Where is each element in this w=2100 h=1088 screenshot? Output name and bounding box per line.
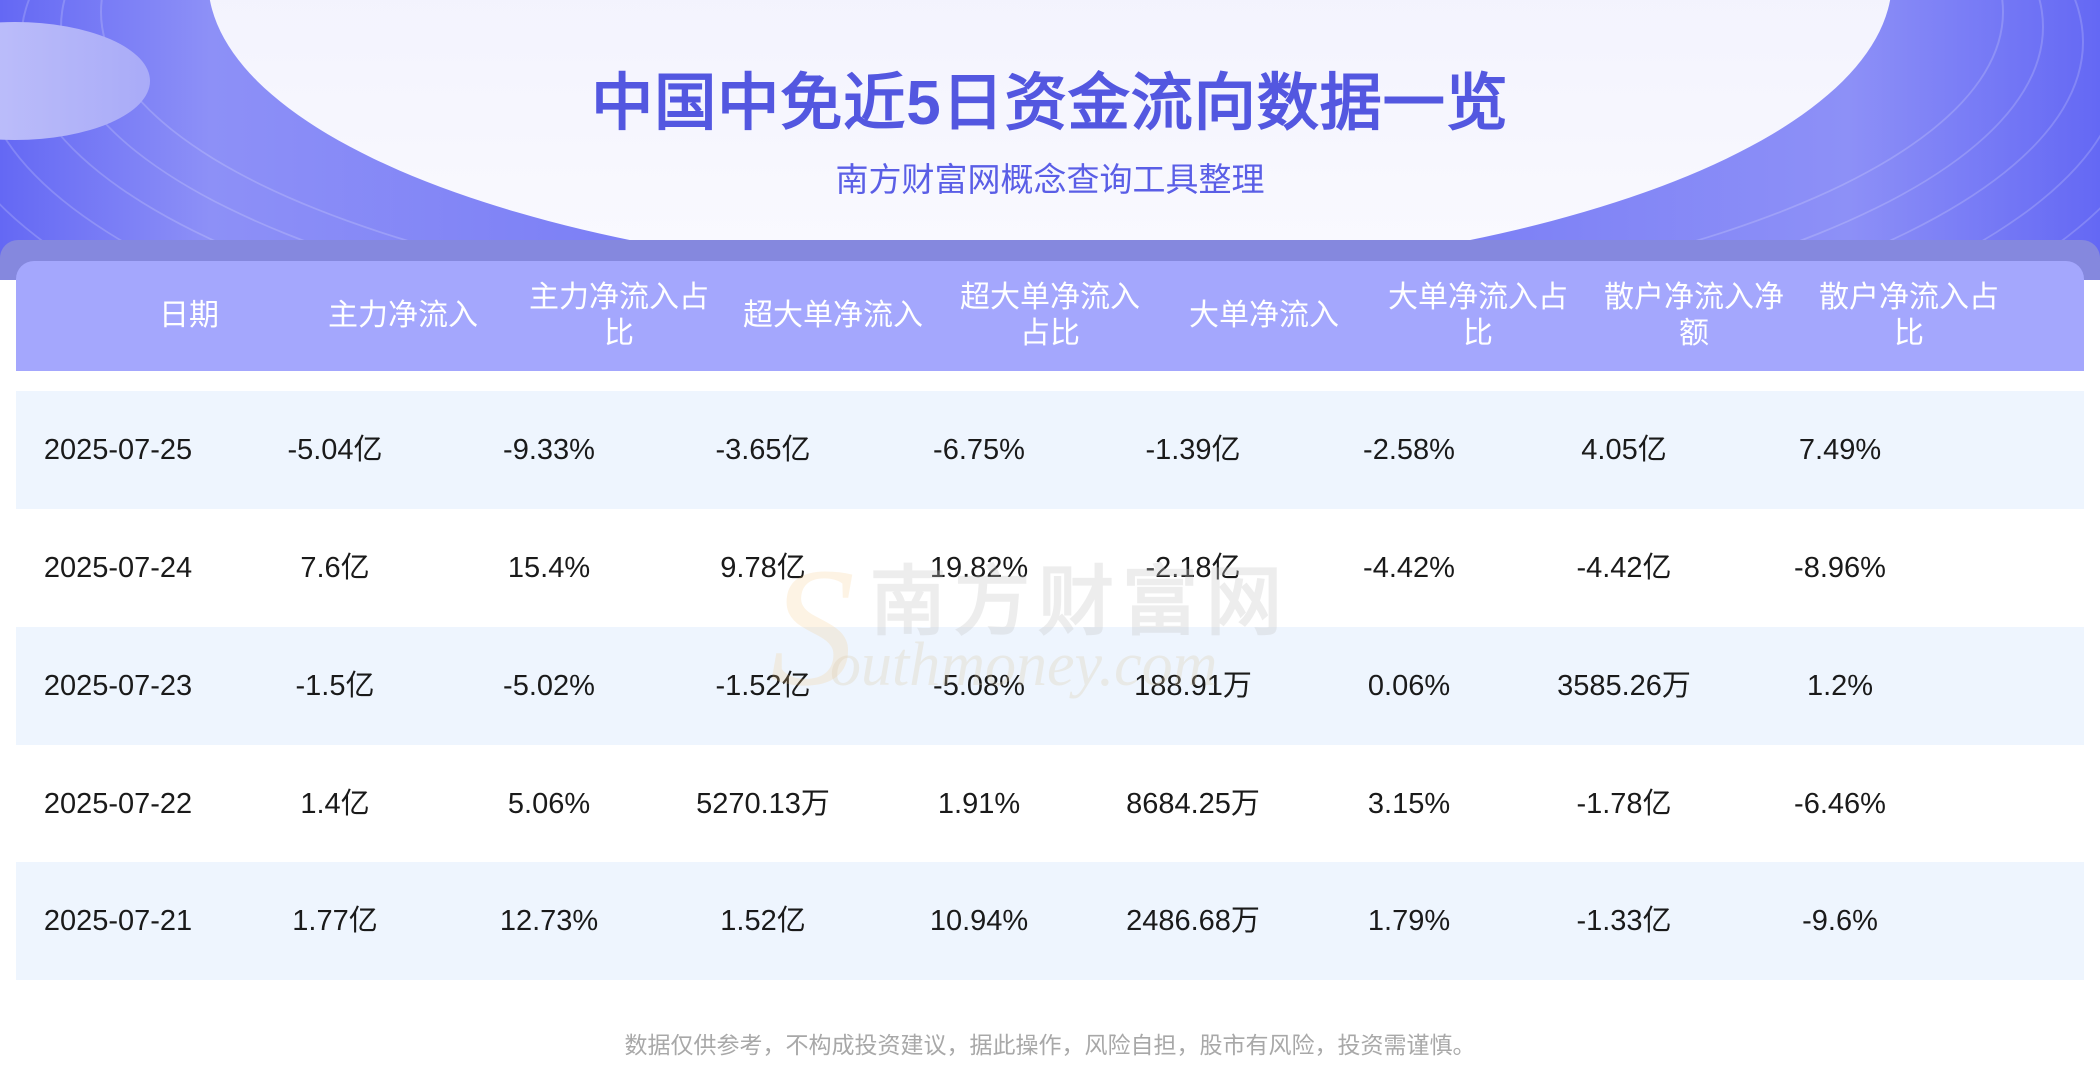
table-cell: 5270.13万 [696,788,830,820]
column-header: 散户净流入占比 [1819,281,1999,350]
table-cell: 3585.26万 [1557,670,1691,702]
column-header: 超大单净流入占比 [960,281,1140,350]
table-cell: -6.46% [1794,788,1886,820]
table-cell: 12.73% [499,905,599,937]
table-cell: -5.08% [933,670,1025,702]
table-cell: -3.65亿 [715,434,811,466]
table-cell: -4.42亿 [1576,552,1672,584]
table-cell: 2025-07-22 [43,788,193,820]
table-cell: 1.91% [937,788,1021,820]
table-header: 日期 主力净流入 主力净流入占比 超大单净流入 超大单净流入占比 大单净流入 大… [16,261,2084,371]
table-cell: -1.33亿 [1576,905,1672,937]
table-cell: -5.02% [503,670,595,702]
table-cell: 8684.25万 [1126,788,1260,820]
column-header: 超大单净流入 [743,299,923,332]
table-cell: 188.91万 [1134,670,1252,702]
table-cell: -6.75% [933,434,1025,466]
table-row: 2025-07-22 1.4亿 5.06% 5270.13万 1.91% 8684.25万… [16,745,2084,863]
table-cell: 1.79% [1367,905,1451,937]
column-header: 主力净流入占比 [529,281,709,350]
table-row: 2025-07-24 7.6亿 15.4% 9.78亿 19.82% -2.18亿 -4.4… [16,509,2084,627]
disclaimer-text: 数据仅供参考，不构成投资建议，据此操作，风险自担，股市有风险，投资需谨慎。 [624,1032,1476,1058]
table-cell: 2025-07-23 [43,670,193,702]
column-header: 大单净流入 [1189,299,1339,332]
table-cell: 19.82% [929,552,1029,584]
table-cell: 4.05亿 [1581,434,1667,466]
table-cell: 2025-07-21 [43,905,193,937]
table-cell: -8.96% [1794,552,1886,584]
table-cell: 5.06% [507,788,591,820]
table-cell: 1.4亿 [300,788,370,820]
table-cell: -5.04亿 [287,434,383,466]
table-cell: -1.78亿 [1576,788,1672,820]
table-cell: 2025-07-25 [43,434,193,466]
table-cell: -2.58% [1363,434,1455,466]
table-cell: -4.42% [1363,552,1455,584]
table-row: 2025-07-21 1.77亿 12.73% 1.52亿 10.94% 2486.68万… [16,862,2084,980]
table-cell: -1.52亿 [715,670,811,702]
table-cell: 2486.68万 [1126,905,1260,937]
table-cell: -9.33% [503,434,595,466]
hero-banner: 中国中免近5日资金流向数据一览 南方财富网概念查询工具整理 [0,0,2100,262]
table-cell: -2.18亿 [1145,552,1241,584]
table-cell: 10.94% [929,905,1029,937]
table-cell: -9.6% [1802,905,1878,937]
table-row: 2025-07-23 -1.5亿 -5.02% -1.52亿 -5.08% 188.91万… [16,627,2084,745]
table-cell: 1.2% [1806,670,1874,702]
table-cell: 0.06% [1367,670,1451,702]
table-row: 2025-07-25 -5.04亿 -9.33% -3.65亿 -6.75% -1.39亿… [16,391,2084,509]
column-header: 大单净流入占比 [1388,281,1568,350]
table-cell: 7.49% [1798,434,1882,466]
table-cell: 1.77亿 [292,905,378,937]
table-cell: 7.6亿 [300,552,370,584]
table-cell: 15.4% [507,552,591,584]
column-header: 主力净流入 [328,299,478,332]
table-cell: 9.78亿 [720,552,806,584]
table-cell: 3.15% [1367,788,1451,820]
table-cell: 2025-07-24 [43,552,193,584]
table-cell: -1.39亿 [1145,434,1241,466]
table-cell: -1.5亿 [295,670,375,702]
table-cell: 1.52亿 [720,905,806,937]
column-header: 散户净流入净额 [1604,281,1784,350]
column-header: 日期 [159,299,219,332]
page-title: 中国中免近5日资金流向数据一览 [591,69,1509,138]
page-subtitle: 南方财富网概念查询工具整理 [835,161,1265,198]
